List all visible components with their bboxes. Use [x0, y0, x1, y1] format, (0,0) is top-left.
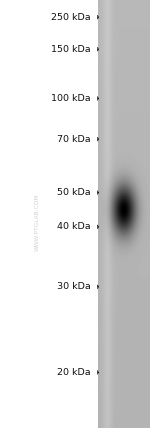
Text: 20 kDa: 20 kDa	[57, 368, 91, 377]
Text: 40 kDa: 40 kDa	[57, 222, 91, 232]
Text: 50 kDa: 50 kDa	[57, 188, 91, 197]
Text: 30 kDa: 30 kDa	[57, 282, 91, 291]
Text: 70 kDa: 70 kDa	[57, 134, 91, 144]
Text: 250 kDa: 250 kDa	[51, 12, 91, 22]
Text: 150 kDa: 150 kDa	[51, 45, 91, 54]
Text: WWW.PTGLAB.COM: WWW.PTGLAB.COM	[35, 194, 40, 251]
Text: 100 kDa: 100 kDa	[51, 94, 91, 103]
